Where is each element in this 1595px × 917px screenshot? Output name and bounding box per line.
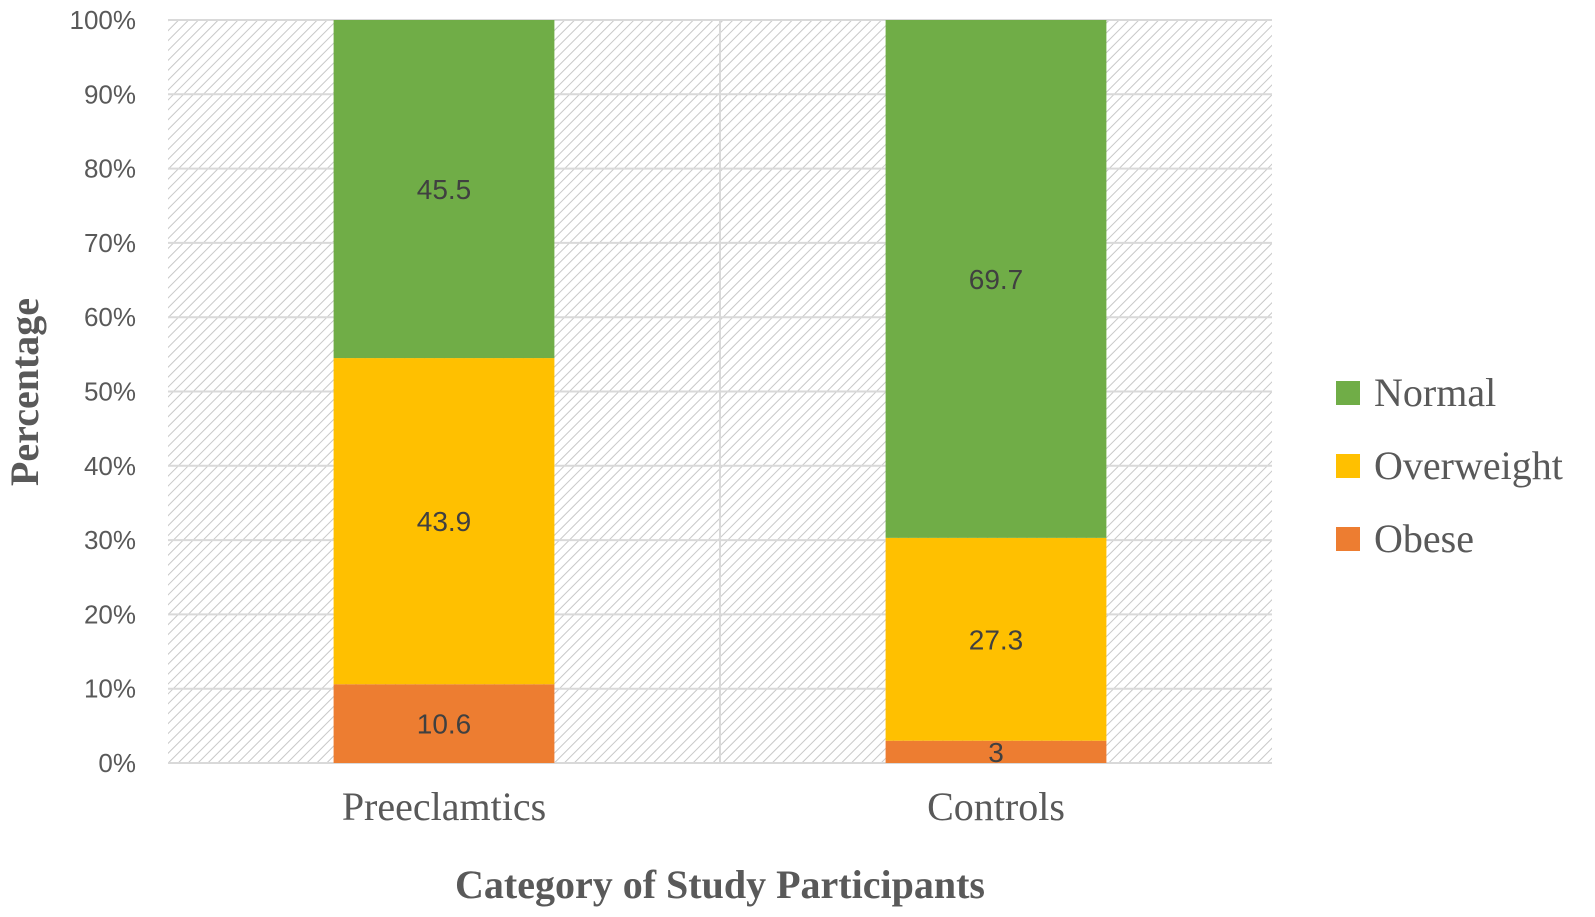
y-tick-label: 70% xyxy=(84,228,136,258)
y-tick-label: 30% xyxy=(84,525,136,555)
data-label: 45.5 xyxy=(417,174,472,205)
legend-label: Overweight xyxy=(1374,443,1563,488)
x-tick-label: Controls xyxy=(927,784,1065,829)
data-label: 10.6 xyxy=(417,709,472,740)
bar-segment-normal xyxy=(885,20,1107,538)
bar-segment-overweight xyxy=(333,358,555,685)
y-tick-label: 80% xyxy=(84,154,136,184)
data-label: 27.3 xyxy=(969,624,1024,655)
y-tick-label: 20% xyxy=(84,599,136,629)
y-tick-label: 0% xyxy=(98,748,136,778)
x-tick-label: Preeclamtics xyxy=(342,784,546,829)
legend-label: Obese xyxy=(1374,516,1474,561)
y-tick-label: 50% xyxy=(84,377,136,407)
y-tick-label: 60% xyxy=(84,302,136,332)
x-axis-title: Category of Study Participants xyxy=(455,862,985,907)
legend-swatch-overweight xyxy=(1336,454,1360,478)
bar-segment-normal xyxy=(333,20,555,359)
legend-swatch-normal xyxy=(1336,381,1360,405)
bar-segment-overweight xyxy=(885,537,1107,741)
bar-segment-obese xyxy=(333,684,555,763)
y-tick-label: 10% xyxy=(84,674,136,704)
legend-swatch-obese xyxy=(1336,527,1360,551)
data-label: 43.9 xyxy=(417,506,472,537)
y-tick-label: 90% xyxy=(84,79,136,109)
y-axis-title: Percentage xyxy=(2,298,47,486)
legend-label: Normal xyxy=(1374,370,1496,415)
y-tick-label: 100% xyxy=(70,5,137,35)
y-tick-label: 40% xyxy=(84,451,136,481)
data-label: 69.7 xyxy=(969,264,1024,295)
bar-segment-obese xyxy=(885,740,1107,763)
data-label: 3 xyxy=(988,737,1004,768)
legend: Normal Overweight Obese xyxy=(1336,370,1563,561)
